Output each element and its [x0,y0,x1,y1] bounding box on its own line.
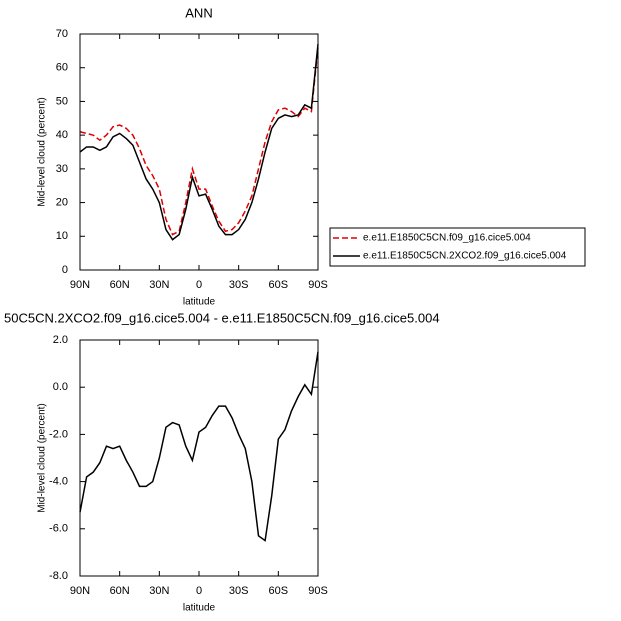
x-tick-label: 60S [269,585,289,597]
data-line [79,47,319,236]
data-line [79,351,319,542]
plot-frame [79,33,319,271]
y-tick-label: -2.0 [49,428,68,440]
y-tick-label: 10 [56,230,68,242]
x-tick-label: 60N [110,279,130,291]
x-tick-label: 90N [70,585,90,597]
x-tick-label: 90S [308,279,328,291]
x-tick-label: 30S [229,279,249,291]
y-tick-label: 30 [56,163,68,175]
x-tick-label: 60S [269,279,289,291]
x-tick-label: 90N [70,279,90,291]
chart-title: 50C5CN.2XCO2.f09_g16.cice5.004 - e.e11.E… [4,310,440,325]
y-tick-label: -6.0 [49,523,68,535]
y-tick-label: 50 [56,95,68,107]
x-tick-label: 30S [229,585,249,597]
x-axis-label: latitude [183,603,216,614]
y-tick-label: 0.0 [53,381,68,393]
chart-title: ANN [185,5,212,20]
legend-label: e.e11.E1850C5CN.2XCO2.f09_g16.cice5.004 [363,251,567,262]
x-tick-label: 60N [110,585,130,597]
y-tick-label: 2.0 [53,334,68,346]
x-tick-label: 90S [308,585,328,597]
x-tick-label: 0 [196,585,202,597]
data-line [79,44,319,241]
y-tick-label: 20 [56,196,68,208]
legend-box [329,227,586,267]
legend-label: e.e11.E1850C5CN.f09_g16.cice5.004 [363,233,531,244]
plot-frame [79,339,319,577]
y-tick-label: -8.0 [49,570,68,582]
y-axis-label: Mid-level cloud (percent) [37,97,48,207]
y-axis-label: Mid-level cloud (percent) [37,403,48,513]
x-tick-label: 30N [149,585,169,597]
y-tick-label: 0 [62,264,68,276]
y-tick-label: 70 [56,28,68,40]
y-tick-label: -4.0 [49,476,68,488]
x-tick-label: 30N [149,279,169,291]
x-axis-label: latitude [183,297,216,308]
x-tick-label: 0 [196,279,202,291]
y-tick-label: 40 [56,129,68,141]
y-tick-label: 60 [56,62,68,74]
